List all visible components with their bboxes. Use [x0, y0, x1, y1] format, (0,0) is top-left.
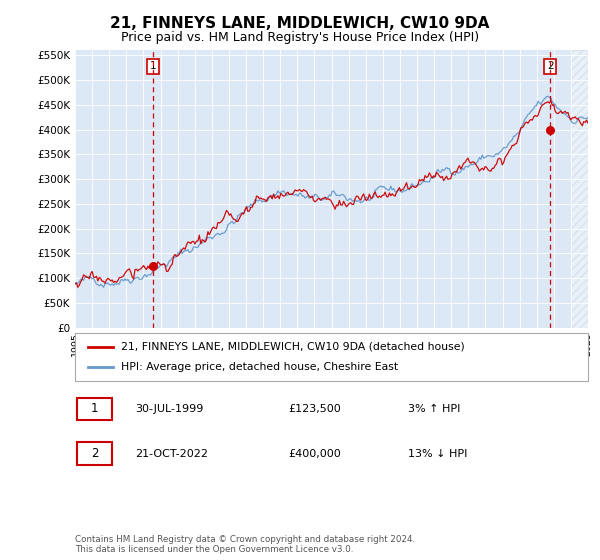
- Text: 2: 2: [547, 62, 554, 72]
- Text: 2: 2: [91, 447, 98, 460]
- Text: 1: 1: [91, 402, 98, 416]
- Text: £400,000: £400,000: [288, 449, 341, 459]
- Text: HPI: Average price, detached house, Cheshire East: HPI: Average price, detached house, Ches…: [121, 362, 398, 372]
- Text: Price paid vs. HM Land Registry's House Price Index (HPI): Price paid vs. HM Land Registry's House …: [121, 31, 479, 44]
- Text: 13% ↓ HPI: 13% ↓ HPI: [408, 449, 467, 459]
- Text: 21-OCT-2022: 21-OCT-2022: [135, 449, 208, 459]
- Text: 30-JUL-1999: 30-JUL-1999: [135, 404, 203, 414]
- Text: 21, FINNEYS LANE, MIDDLEWICH, CW10 9DA (detached house): 21, FINNEYS LANE, MIDDLEWICH, CW10 9DA (…: [121, 342, 465, 352]
- Text: 3% ↑ HPI: 3% ↑ HPI: [408, 404, 460, 414]
- Text: £123,500: £123,500: [288, 404, 341, 414]
- Text: 1: 1: [150, 62, 157, 72]
- Text: Contains HM Land Registry data © Crown copyright and database right 2024.
This d: Contains HM Land Registry data © Crown c…: [75, 535, 415, 554]
- Text: 21, FINNEYS LANE, MIDDLEWICH, CW10 9DA: 21, FINNEYS LANE, MIDDLEWICH, CW10 9DA: [110, 16, 490, 31]
